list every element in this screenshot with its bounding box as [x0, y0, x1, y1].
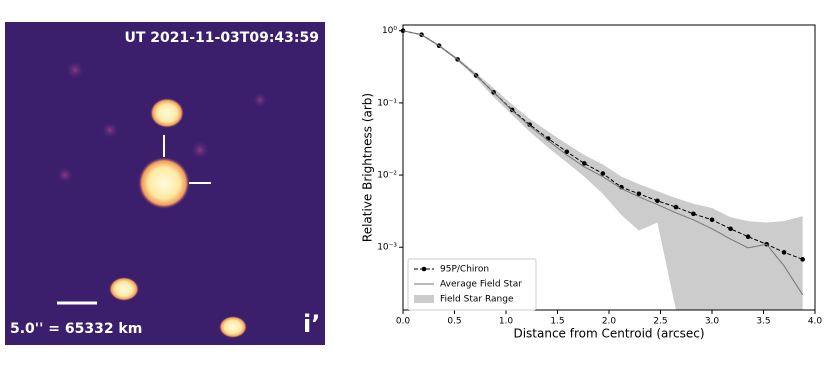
- faint-source: [252, 92, 268, 108]
- star: [219, 316, 247, 338]
- legend-marker: [421, 266, 427, 272]
- timestamp: UT 2021-11-03T09:43:59: [124, 30, 319, 46]
- star: [150, 98, 184, 128]
- scale-label: 5.0'' = 65332 km: [10, 321, 142, 337]
- x-tick-label: 1.5: [550, 317, 564, 327]
- marker: [636, 191, 642, 197]
- y-tick-label: 10⁻²: [377, 171, 397, 181]
- marker: [655, 198, 660, 204]
- chart: 0.0 0.5 1.0 1.5 2.0 2.5 3.0 3.5 4.0 10⁻³ 10⁻² 10⁻¹ 1…: [361, 24, 823, 341]
- x-tick-label: 4.0: [808, 317, 823, 327]
- faint-source: [190, 140, 210, 160]
- marker: [527, 122, 532, 127]
- target: [138, 157, 190, 209]
- x-tick-label: 2.5: [653, 317, 667, 327]
- line: [402, 30, 804, 295]
- x-axis-label: Distance from Centroid (arcsec): [513, 327, 704, 341]
- marker: [564, 149, 570, 155]
- y-axis-label: Relative Brightness (arb): [361, 93, 375, 242]
- x-tick-label: 3.5: [756, 317, 770, 327]
- x-tick-label: 1.0: [499, 317, 514, 327]
- legend-label: 95P/Chiron: [440, 265, 489, 275]
- marker: [709, 217, 715, 223]
- image-panel: UT 2021-11-03T09:43:59 5.0'' = 65332 km …: [5, 22, 325, 345]
- y-tick-label: 10⁻³: [377, 243, 397, 253]
- marker: [691, 211, 696, 217]
- marker: [581, 161, 587, 166]
- x-tick-label: 2.0: [602, 317, 617, 327]
- faint-source: [56, 166, 74, 184]
- x-tick-label: 0.5: [447, 317, 461, 327]
- x-tick-label: 3.0: [705, 317, 720, 327]
- marker: [600, 171, 606, 176]
- x-tick-label: 0.0: [396, 317, 411, 327]
- y-tick-label: 10⁻¹: [377, 98, 397, 108]
- legend-box: [407, 258, 537, 311]
- marker: [800, 257, 805, 262]
- faint-source: [101, 121, 119, 139]
- faint-source: [65, 60, 85, 80]
- y-tick-label: 10⁰: [382, 26, 397, 36]
- legend-label: Average Field Star: [440, 280, 522, 290]
- star: [109, 277, 139, 301]
- legend-swatch: [414, 295, 434, 303]
- marker: [673, 204, 679, 210]
- filter-label: i’: [303, 310, 320, 338]
- legend-label: Field Star Range: [440, 295, 514, 305]
- marker: [728, 226, 733, 232]
- marker: [745, 234, 751, 239]
- marker: [781, 250, 787, 255]
